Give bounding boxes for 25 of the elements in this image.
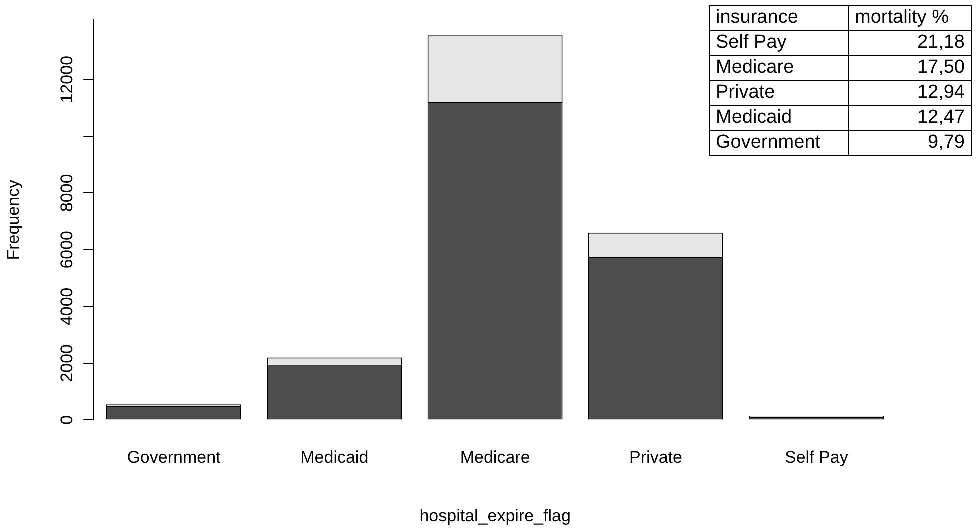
text: 17,50 <box>848 56 972 80</box>
x-axis-title: hospital_expire_flag <box>420 506 571 526</box>
annotation: Self Pay <box>710 30 848 56</box>
text: 12,47 <box>848 106 972 130</box>
x-tick-label: Government <box>127 448 222 468</box>
text: 12,94 <box>848 80 972 106</box>
y-tick-label: 12000 <box>57 56 76 104</box>
annotation: Private <box>710 80 848 106</box>
annotation: mortality % <box>848 6 972 30</box>
y-axis-title: Frequency <box>4 179 23 260</box>
text: 9,79 <box>848 130 972 156</box>
y-tick-label: 8000 <box>57 174 76 212</box>
x-tick-label: Self Pay <box>785 448 849 468</box>
annotation: Medicaid <box>710 106 848 130</box>
y-tick-label: 2000 <box>57 344 76 382</box>
annotation: insurance <box>710 6 848 30</box>
x-tick-label: Medicare <box>460 448 530 468</box>
annotation: Medicare <box>710 56 848 80</box>
x-tick-label: Private <box>630 448 682 468</box>
y-tick-label: 6000 <box>57 230 76 269</box>
y-tick-label: 4000 <box>57 288 76 326</box>
text: 21,18 <box>848 30 972 56</box>
y-tick-label: 0 <box>57 415 76 425</box>
annotation: Government <box>710 130 848 156</box>
x-tick-label: Medicaid <box>300 448 369 468</box>
